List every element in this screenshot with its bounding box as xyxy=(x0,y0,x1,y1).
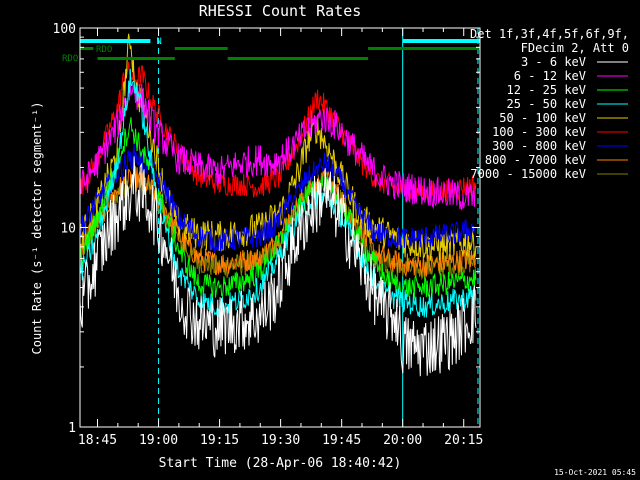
legend-label-3: 25 - 50 keV xyxy=(507,97,586,111)
x-tick-label-1: 19:00 xyxy=(139,433,178,448)
decimation-bar-lower-1 xyxy=(227,57,369,60)
legend-label-1: 6 - 12 keV xyxy=(514,69,586,83)
x-axis-label: Start Time (28-Apr-06 18:40:42) xyxy=(159,456,402,471)
footer-timestamp: 15-Oct-2021 05:45 xyxy=(554,468,636,477)
x-tick-label-3: 19:30 xyxy=(261,433,300,448)
series-line-12-25-kev xyxy=(79,117,477,300)
attenuator-bar-0 xyxy=(80,39,151,43)
legend-label-8: 7000 - 15000 keV xyxy=(470,167,586,181)
series-line-6-12-kev xyxy=(79,79,477,211)
decimation-label-upper: RDO xyxy=(96,45,112,55)
legend-label-4: 50 - 100 keV xyxy=(499,111,586,125)
y-axis-label: Count Rate (s⁻¹ detector segment⁻¹) xyxy=(30,102,44,355)
decimation-label-lower: RDO xyxy=(62,54,78,64)
x-tick-label-0: 18:45 xyxy=(78,433,117,448)
y-tick-label-1: 10 xyxy=(60,222,76,237)
decimation-bar-lower-0 xyxy=(97,57,175,60)
legend-label-6: 300 - 800 keV xyxy=(492,139,586,153)
decimation-bar-upper-1 xyxy=(174,47,228,50)
legend-label-2: 12 - 25 keV xyxy=(507,83,586,97)
chart-title: RHESSI Count Rates xyxy=(199,2,362,20)
legend-header-line-1: FDecim 2, Att 0 xyxy=(521,41,629,55)
series-line-50-100-kev xyxy=(79,33,477,262)
series-line-25-50-kev xyxy=(79,68,477,318)
legend-label-0: 3 - 6 keV xyxy=(521,55,586,69)
legend-label-7: 800 - 7000 keV xyxy=(485,153,586,167)
y-tick-label-2: 100 xyxy=(53,22,76,37)
decimation-bar-upper-2 xyxy=(368,47,480,50)
attenuator-bar-1 xyxy=(402,39,480,43)
x-tick-label-4: 19:45 xyxy=(322,433,361,448)
x-tick-label-5: 20:00 xyxy=(383,433,422,448)
x-tick-label-6: 20:15 xyxy=(444,433,483,448)
y-tick-label-0: 1 xyxy=(68,421,76,436)
series-line-3-6-kev xyxy=(79,156,477,377)
attenuator-label: N xyxy=(156,37,161,47)
legend-header-line-0: Det 1f,3f,4f,5f,6f,9f, xyxy=(470,27,629,41)
decimation-bar-upper-0 xyxy=(80,47,94,50)
legend-label-5: 100 - 300 keV xyxy=(492,125,586,139)
x-tick-label-2: 19:15 xyxy=(200,433,239,448)
